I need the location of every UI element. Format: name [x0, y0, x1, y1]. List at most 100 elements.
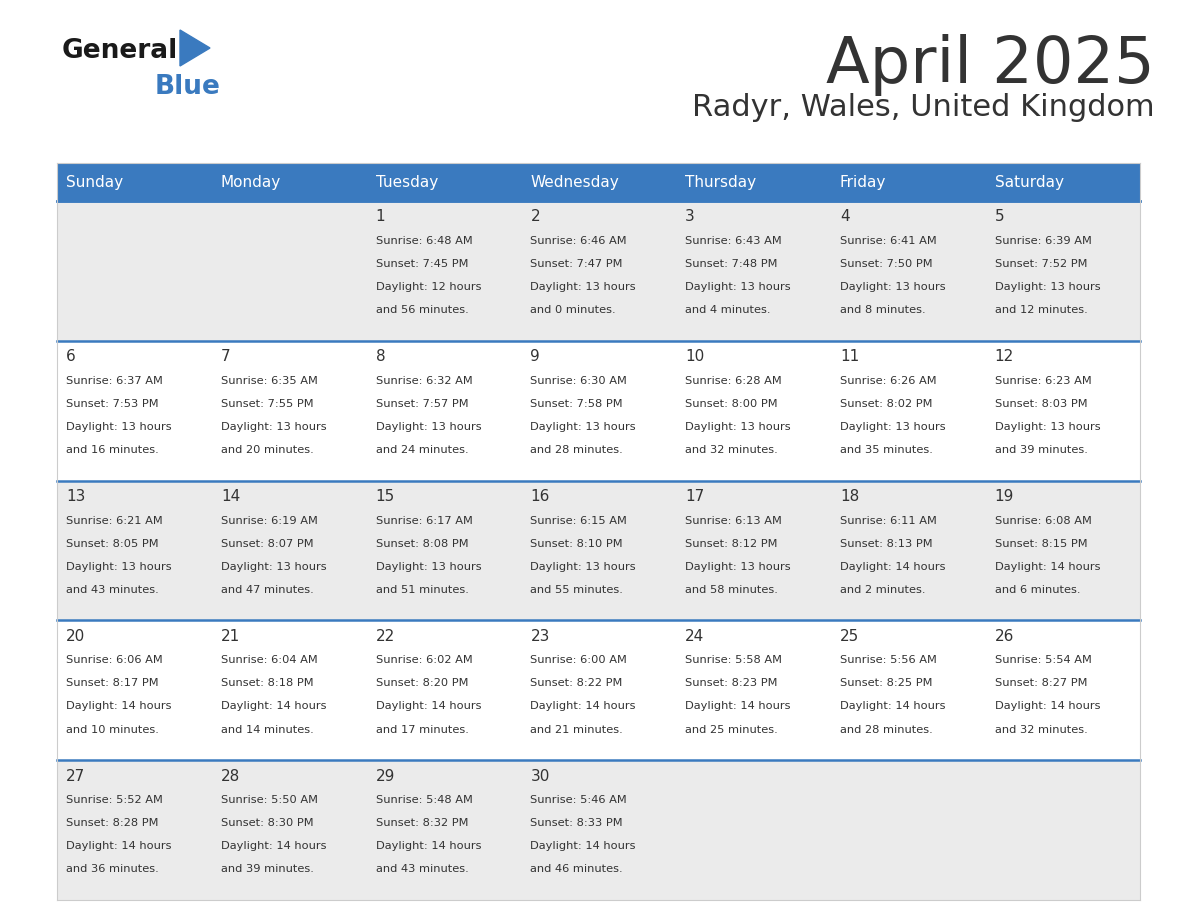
Text: Sunset: 8:00 PM: Sunset: 8:00 PM: [685, 398, 778, 409]
Text: 22: 22: [375, 629, 394, 644]
Text: and 28 minutes.: and 28 minutes.: [530, 445, 624, 455]
Text: Wednesday: Wednesday: [530, 174, 619, 189]
Text: Sunset: 7:47 PM: Sunset: 7:47 PM: [530, 259, 623, 269]
Text: Sunset: 8:20 PM: Sunset: 8:20 PM: [375, 678, 468, 688]
Text: and 6 minutes.: and 6 minutes.: [994, 585, 1080, 595]
Bar: [522, 621, 676, 760]
Bar: [676, 481, 830, 621]
Text: Daylight: 14 hours: Daylight: 14 hours: [840, 562, 946, 572]
Text: Daylight: 13 hours: Daylight: 13 hours: [840, 422, 946, 431]
Text: Sunset: 8:02 PM: Sunset: 8:02 PM: [840, 398, 933, 409]
Text: Sunrise: 5:58 AM: Sunrise: 5:58 AM: [685, 655, 782, 666]
Text: Daylight: 13 hours: Daylight: 13 hours: [994, 422, 1100, 431]
Bar: [830, 341, 985, 481]
Text: Sunset: 7:45 PM: Sunset: 7:45 PM: [375, 259, 468, 269]
Text: Sunset: 8:18 PM: Sunset: 8:18 PM: [221, 678, 314, 688]
Text: 8: 8: [375, 349, 385, 364]
Text: Sunrise: 6:11 AM: Sunrise: 6:11 AM: [840, 516, 936, 525]
Text: Sunset: 8:13 PM: Sunset: 8:13 PM: [840, 539, 933, 549]
Text: 25: 25: [840, 629, 859, 644]
Bar: [676, 341, 830, 481]
Bar: [676, 201, 830, 341]
Bar: [985, 760, 1140, 900]
Text: and 10 minutes.: and 10 minutes.: [67, 724, 159, 734]
Text: Monday: Monday: [221, 174, 282, 189]
Text: Sunset: 8:15 PM: Sunset: 8:15 PM: [994, 539, 1087, 549]
Text: Sunset: 7:48 PM: Sunset: 7:48 PM: [685, 259, 778, 269]
Text: and 0 minutes.: and 0 minutes.: [530, 305, 617, 315]
Text: 19: 19: [994, 489, 1013, 504]
Text: Sunset: 8:27 PM: Sunset: 8:27 PM: [994, 678, 1087, 688]
Bar: [366, 481, 522, 621]
Text: 9: 9: [530, 349, 541, 364]
Text: Sunset: 8:10 PM: Sunset: 8:10 PM: [530, 539, 623, 549]
Text: and 12 minutes.: and 12 minutes.: [994, 305, 1087, 315]
Text: and 17 minutes.: and 17 minutes.: [375, 724, 468, 734]
Bar: [366, 341, 522, 481]
Bar: [830, 163, 985, 201]
Text: Sunset: 8:05 PM: Sunset: 8:05 PM: [67, 539, 159, 549]
Text: Sunrise: 6:46 AM: Sunrise: 6:46 AM: [530, 236, 627, 246]
Text: Sunset: 7:53 PM: Sunset: 7:53 PM: [67, 398, 159, 409]
Text: Sunrise: 6:06 AM: Sunrise: 6:06 AM: [67, 655, 163, 666]
Text: and 35 minutes.: and 35 minutes.: [840, 445, 933, 455]
Text: 2: 2: [530, 209, 541, 224]
Text: Daylight: 13 hours: Daylight: 13 hours: [685, 282, 791, 292]
Text: 23: 23: [530, 629, 550, 644]
Text: Sunrise: 5:50 AM: Sunrise: 5:50 AM: [221, 795, 318, 805]
Text: Sunrise: 5:46 AM: Sunrise: 5:46 AM: [530, 795, 627, 805]
Text: Daylight: 14 hours: Daylight: 14 hours: [375, 841, 481, 851]
Text: and 56 minutes.: and 56 minutes.: [375, 305, 468, 315]
Text: Sunset: 8:25 PM: Sunset: 8:25 PM: [840, 678, 933, 688]
Bar: [366, 201, 522, 341]
Text: General: General: [62, 38, 178, 64]
Bar: [57, 621, 211, 760]
Text: and 39 minutes.: and 39 minutes.: [221, 865, 314, 874]
Bar: [676, 163, 830, 201]
Text: Daylight: 13 hours: Daylight: 13 hours: [530, 422, 636, 431]
Text: Daylight: 14 hours: Daylight: 14 hours: [840, 701, 946, 711]
Text: Daylight: 14 hours: Daylight: 14 hours: [67, 701, 172, 711]
Text: Sunset: 8:07 PM: Sunset: 8:07 PM: [221, 539, 314, 549]
Text: and 58 minutes.: and 58 minutes.: [685, 585, 778, 595]
Text: Daylight: 14 hours: Daylight: 14 hours: [375, 701, 481, 711]
Bar: [57, 163, 211, 201]
Text: and 55 minutes.: and 55 minutes.: [530, 585, 624, 595]
Text: Daylight: 13 hours: Daylight: 13 hours: [530, 562, 636, 572]
Text: Daylight: 13 hours: Daylight: 13 hours: [375, 562, 481, 572]
Text: Daylight: 13 hours: Daylight: 13 hours: [840, 282, 946, 292]
Bar: [57, 341, 211, 481]
Text: and 16 minutes.: and 16 minutes.: [67, 445, 159, 455]
Text: Sunset: 8:32 PM: Sunset: 8:32 PM: [375, 818, 468, 828]
Text: Daylight: 14 hours: Daylight: 14 hours: [685, 701, 791, 711]
Text: 17: 17: [685, 489, 704, 504]
Bar: [830, 621, 985, 760]
Text: and 32 minutes.: and 32 minutes.: [685, 445, 778, 455]
Text: 30: 30: [530, 768, 550, 784]
Bar: [676, 760, 830, 900]
Text: Sunrise: 6:26 AM: Sunrise: 6:26 AM: [840, 375, 936, 386]
Text: Sunday: Sunday: [67, 174, 124, 189]
Text: and 4 minutes.: and 4 minutes.: [685, 305, 771, 315]
Text: Daylight: 13 hours: Daylight: 13 hours: [530, 282, 636, 292]
Text: Daylight: 14 hours: Daylight: 14 hours: [530, 701, 636, 711]
Text: and 24 minutes.: and 24 minutes.: [375, 445, 468, 455]
Text: Daylight: 14 hours: Daylight: 14 hours: [994, 701, 1100, 711]
Text: 16: 16: [530, 489, 550, 504]
Text: Daylight: 13 hours: Daylight: 13 hours: [221, 562, 327, 572]
Text: Sunrise: 6:00 AM: Sunrise: 6:00 AM: [530, 655, 627, 666]
Bar: [366, 760, 522, 900]
Bar: [830, 201, 985, 341]
Text: Sunrise: 6:39 AM: Sunrise: 6:39 AM: [994, 236, 1092, 246]
Text: and 8 minutes.: and 8 minutes.: [840, 305, 925, 315]
Text: 3: 3: [685, 209, 695, 224]
Bar: [57, 481, 211, 621]
Text: and 25 minutes.: and 25 minutes.: [685, 724, 778, 734]
Text: Sunset: 8:22 PM: Sunset: 8:22 PM: [530, 678, 623, 688]
Bar: [211, 163, 366, 201]
Text: and 20 minutes.: and 20 minutes.: [221, 445, 314, 455]
Text: Sunrise: 6:08 AM: Sunrise: 6:08 AM: [994, 516, 1092, 525]
Text: Sunrise: 6:41 AM: Sunrise: 6:41 AM: [840, 236, 936, 246]
Bar: [211, 341, 366, 481]
Bar: [830, 760, 985, 900]
